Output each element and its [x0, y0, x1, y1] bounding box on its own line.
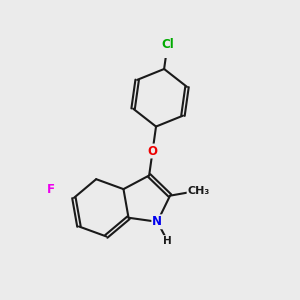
Text: N: N	[152, 215, 162, 228]
Text: F: F	[47, 183, 55, 196]
Text: H: H	[163, 236, 172, 246]
Text: Cl: Cl	[161, 38, 174, 51]
Text: CH₃: CH₃	[188, 186, 210, 196]
Text: O: O	[148, 145, 158, 158]
